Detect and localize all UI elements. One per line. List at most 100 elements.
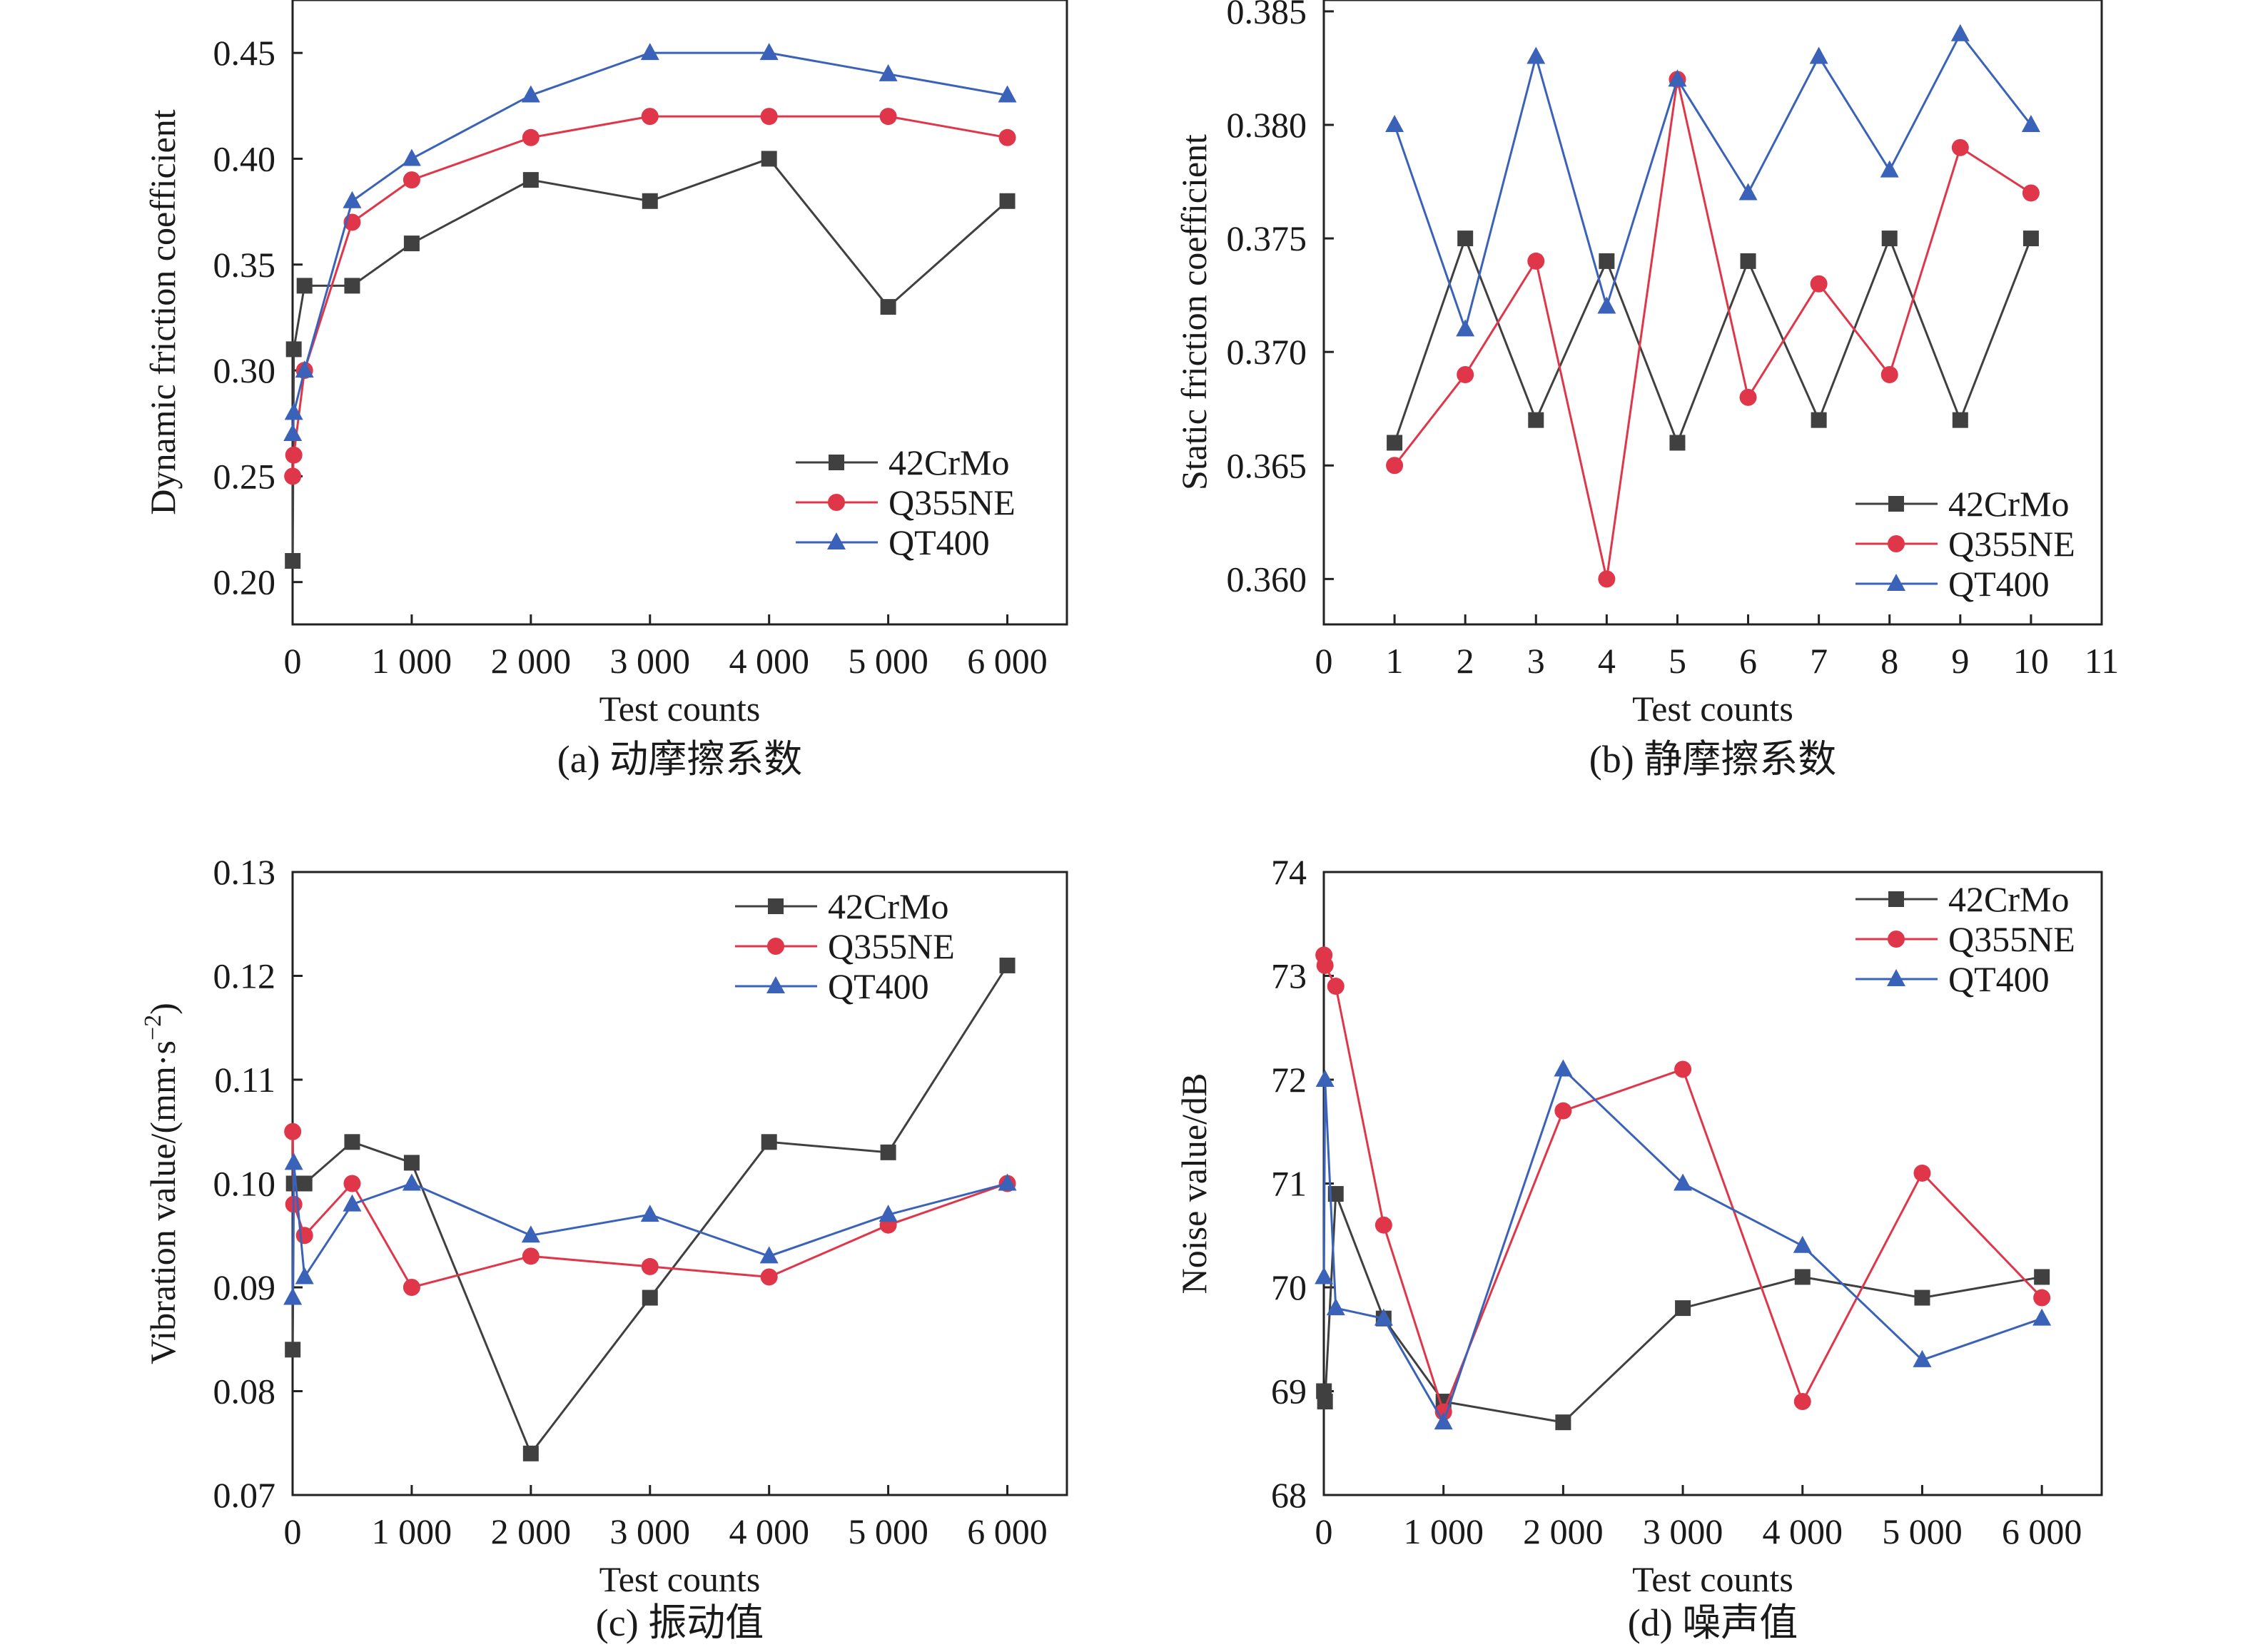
x-axis-title: Test counts xyxy=(599,689,761,729)
data-point-Q355NE xyxy=(522,128,540,146)
data-point-QT400 xyxy=(2032,1308,2052,1326)
data-point-42CrMo xyxy=(1457,230,1474,247)
y-tick-label: 0.40 xyxy=(213,138,276,178)
data-point-42CrMo xyxy=(1555,1414,1571,1431)
data-point-42CrMo xyxy=(1675,1300,1691,1317)
data-point-42CrMo xyxy=(1794,1269,1811,1285)
data-point-Q355NE xyxy=(998,128,1016,146)
y-tick-label: 0.30 xyxy=(213,350,276,390)
data-point-42CrMo xyxy=(296,278,313,294)
data-point-42CrMo xyxy=(522,1445,539,1461)
chart-panel-2: 0 1 000 2 000 3 000 4 000 5 000 6 000 0.07 0.08 0… xyxy=(140,852,1068,1644)
legend-marker-Q355NE xyxy=(1888,931,1905,948)
data-point-QT400 xyxy=(1315,1267,1334,1284)
x-tick-label: 4 xyxy=(1598,641,1616,681)
data-point-42CrMo xyxy=(1528,412,1544,428)
panel-caption: (a) 动摩擦系数 xyxy=(557,738,802,781)
data-point-42CrMo xyxy=(761,151,777,167)
legend-label: Q355NE xyxy=(1948,524,2075,564)
y-tick-label: 0.11 xyxy=(214,1060,275,1100)
x-tick-label: 0 xyxy=(1315,1511,1333,1551)
x-axis-title: Test counts xyxy=(599,1559,761,1599)
x-tick-label: 9 xyxy=(1951,641,1969,681)
series-line-QT400 xyxy=(291,51,1008,435)
series-line-QT400 xyxy=(291,1162,1008,1298)
legend-label: 42CrMo xyxy=(828,886,948,926)
x-tick-label: 3 000 xyxy=(610,641,691,681)
x-tick-label: 2 xyxy=(1457,641,1474,681)
x-tick-label: 11 xyxy=(2085,641,2119,681)
y-tick-label: 69 xyxy=(1271,1372,1307,1412)
data-point-Q355NE xyxy=(760,1268,778,1286)
data-point-42CrMo xyxy=(1669,435,1686,451)
plot-frame xyxy=(1322,0,2103,626)
y-tick-label: 0.07 xyxy=(213,1475,276,1515)
data-point-Q355NE xyxy=(2022,184,2040,202)
x-tick-label: 8 xyxy=(1880,641,1898,681)
x-tick-label: 3 000 xyxy=(610,1511,691,1551)
data-point-QT400 xyxy=(1326,1298,1345,1316)
data-point-QT400 xyxy=(283,424,303,442)
x-tick-label: 0 xyxy=(1315,641,1333,681)
legend-label: QT400 xyxy=(828,966,929,1006)
y-tick-label: 0.35 xyxy=(213,245,276,285)
data-point-Q355NE xyxy=(343,1175,361,1192)
data-point-QT400 xyxy=(521,85,540,103)
data-point-42CrMo xyxy=(344,278,360,294)
data-point-QT400 xyxy=(284,1152,303,1170)
data-point-QT400 xyxy=(1597,296,1616,314)
y-tick-label: 68 xyxy=(1271,1475,1307,1515)
y-tick-label: 0.370 xyxy=(1227,332,1307,372)
legend-marker-QT400 xyxy=(1887,969,1905,986)
data-point-Q355NE xyxy=(402,1279,420,1296)
data-point-Q355NE xyxy=(760,108,778,126)
data-point-42CrMo xyxy=(522,172,539,188)
y-axis-title: Vibration value/(mm·s−2) xyxy=(140,1003,183,1364)
x-tick-label: 0 xyxy=(284,641,302,681)
data-point-QT400 xyxy=(402,148,421,166)
data-point-QT400 xyxy=(343,191,362,208)
y-tick-label: 70 xyxy=(1271,1267,1307,1307)
legend-label: Q355NE xyxy=(828,926,955,966)
data-point-QT400 xyxy=(283,1287,303,1305)
y-tick-label: 0.380 xyxy=(1227,105,1307,145)
data-point-Q355NE xyxy=(1598,570,1616,588)
data-point-42CrMo xyxy=(1317,1394,1333,1410)
legend-marker-42CrMo xyxy=(829,455,844,470)
legend-marker-42CrMo xyxy=(1888,496,1904,512)
data-point-QT400 xyxy=(1526,46,1546,64)
data-point-42CrMo xyxy=(1952,412,1968,428)
x-tick-label: 4 000 xyxy=(1763,1511,1843,1551)
y-axis-title-superscript: −2 xyxy=(140,1015,166,1040)
x-tick-label: 5 000 xyxy=(848,641,928,681)
x-tick-label: 3 000 xyxy=(1643,1511,1723,1551)
data-point-QT400 xyxy=(1456,319,1475,337)
data-point-42CrMo xyxy=(403,1155,420,1171)
data-point-42CrMo xyxy=(1327,1186,1344,1202)
data-point-QT400 xyxy=(759,1246,779,1264)
data-point-QT400 xyxy=(1668,69,1687,87)
x-tick-label: 6 xyxy=(1739,641,1757,681)
data-point-42CrMo xyxy=(2022,230,2039,247)
data-point-42CrMo xyxy=(1881,230,1898,247)
chart-panel-3: 0 1 000 2 000 3 000 4 000 5 000 6 000 68 69 70 71 7… xyxy=(1174,852,2103,1644)
data-point-Q355NE xyxy=(641,108,659,126)
x-tick-label: 6 000 xyxy=(967,1511,1048,1551)
legend-label: Q355NE xyxy=(888,482,1016,522)
data-point-QT400 xyxy=(1950,24,1970,41)
data-point-42CrMo xyxy=(1387,435,1403,451)
y-tick-label: 0.25 xyxy=(213,456,276,496)
x-axis-title: Test counts xyxy=(1632,689,1793,729)
y-tick-label: 0.360 xyxy=(1227,559,1307,599)
data-point-Q355NE xyxy=(1374,1216,1392,1234)
y-tick-label: 73 xyxy=(1271,956,1307,996)
data-point-42CrMo xyxy=(1599,253,1615,269)
legend-marker-QT400 xyxy=(1887,574,1905,591)
y-tick-label: 0.12 xyxy=(213,956,276,996)
data-point-QT400 xyxy=(1315,1070,1335,1087)
plot-frame xyxy=(291,0,1068,626)
x-tick-label: 0 xyxy=(284,1511,302,1551)
data-point-Q355NE xyxy=(1674,1060,1692,1078)
data-point-42CrMo xyxy=(999,957,1016,973)
y-tick-label: 0.45 xyxy=(213,33,276,73)
